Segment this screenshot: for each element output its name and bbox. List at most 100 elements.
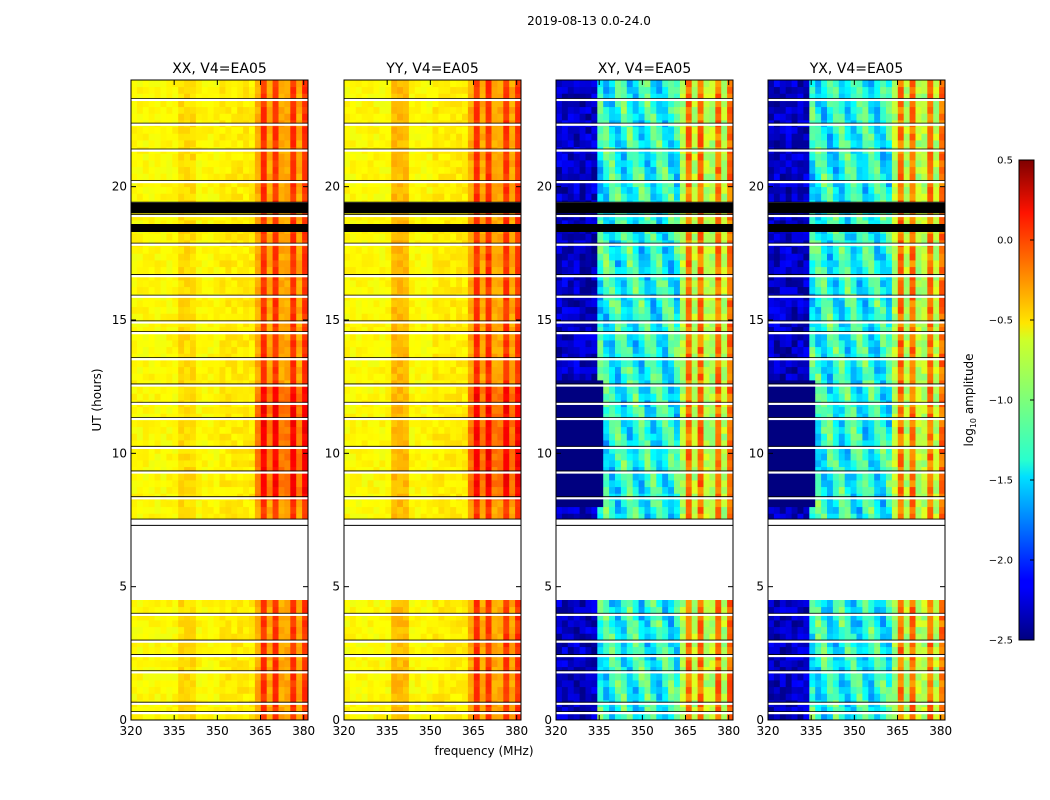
heatmap-cell — [290, 340, 297, 348]
heatmap-cell — [302, 660, 309, 668]
heatmap-cell — [254, 680, 262, 688]
heatmap-cell — [349, 160, 357, 168]
heatmap-cell — [408, 426, 416, 434]
heatmap-cell — [195, 500, 203, 508]
heatmap-cell — [414, 666, 422, 674]
heatmap-cell — [131, 253, 138, 261]
heatmap-cell — [467, 313, 475, 321]
heatmap-cell — [290, 513, 297, 521]
heatmap-cell — [467, 480, 475, 488]
heatmap-cell — [207, 153, 214, 161]
heatmap-cell — [497, 186, 504, 194]
heatmap-cell — [296, 113, 303, 121]
heatmap-cell — [473, 193, 481, 201]
heatmap-cell — [462, 660, 469, 668]
heatmap-cell — [219, 693, 226, 701]
heatmap-cell — [444, 673, 451, 681]
heatmap-cell — [243, 86, 250, 94]
heatmap-cell — [344, 413, 351, 421]
heatmap-cell — [142, 286, 150, 294]
heatmap-cell — [178, 686, 185, 694]
heatmap-cell — [243, 186, 250, 194]
heatmap-cell — [154, 686, 161, 694]
heatmap-cell — [166, 333, 173, 341]
heatmap-cell — [195, 160, 203, 168]
heatmap-cell — [225, 486, 232, 494]
heatmap-cell — [367, 193, 374, 201]
heatmap-cell — [260, 373, 268, 381]
heatmap-cell — [379, 173, 386, 181]
heatmap-cell — [473, 513, 481, 521]
heatmap-cell — [503, 640, 510, 648]
heatmap-cell — [355, 460, 363, 468]
heatmap-cell — [172, 80, 179, 88]
heatmap-cell — [254, 413, 262, 421]
heatmap-cell — [503, 126, 510, 134]
heatmap-cell — [450, 640, 457, 648]
heatmap-cell — [485, 513, 492, 521]
heatmap-cell — [284, 246, 291, 254]
heatmap-cell — [456, 340, 463, 348]
heatmap-cell — [237, 120, 244, 128]
heatmap-cell — [450, 326, 457, 334]
heatmap-cell — [408, 326, 416, 334]
heatmap-cell — [485, 633, 492, 641]
heatmap-cell — [178, 613, 185, 621]
heatmap-cell — [266, 440, 273, 448]
heatmap-cell — [154, 133, 161, 141]
heatmap-cell — [160, 606, 167, 614]
heatmap-cell — [249, 86, 256, 94]
heatmap-cell — [426, 140, 433, 148]
heatmap-cell — [408, 266, 416, 274]
heatmap-cell — [456, 180, 463, 188]
heatmap-cell — [272, 466, 279, 474]
heatmap-cell — [225, 93, 232, 101]
heatmap-cell — [131, 133, 138, 141]
heatmap-cell — [213, 513, 220, 521]
heatmap-cell — [184, 633, 191, 641]
heatmap-cell — [467, 426, 475, 434]
heatmap-cell — [207, 353, 214, 361]
heatmap-cell — [473, 473, 481, 481]
heatmap-cell — [438, 360, 445, 368]
heatmap-cell — [290, 193, 297, 201]
heatmap-cell — [148, 333, 155, 341]
heatmap-cell — [249, 326, 256, 334]
heatmap-cell — [515, 680, 522, 688]
heatmap-cell — [254, 126, 262, 134]
heatmap-cell — [296, 460, 303, 468]
heatmap-cell — [503, 613, 510, 621]
heatmap-cell — [184, 393, 191, 401]
heatmap-cell — [403, 180, 410, 188]
heatmap-cell — [266, 260, 273, 268]
heatmap-cell — [249, 120, 256, 128]
heatmap-cell — [160, 480, 167, 488]
heatmap-cell — [254, 640, 262, 648]
heatmap-cell — [154, 433, 161, 441]
heatmap-cell — [432, 340, 439, 348]
heatmap-cell — [391, 453, 398, 461]
heatmap-cell — [349, 606, 357, 614]
heatmap-cell — [379, 280, 386, 288]
heatmap-cell — [254, 473, 262, 481]
heatmap-cell — [438, 426, 445, 434]
heatmap-cell — [491, 193, 498, 201]
heatmap-cell — [432, 460, 439, 468]
heatmap-cell — [367, 686, 374, 694]
heatmap-cell — [142, 333, 150, 341]
heatmap-cell — [243, 180, 250, 188]
heatmap-cell — [515, 173, 522, 181]
heatmap-cell — [515, 600, 522, 608]
heatmap-cell — [497, 433, 504, 441]
heatmap-cell — [414, 513, 422, 521]
heatmap-cell — [296, 106, 303, 114]
heatmap-cell — [296, 300, 303, 308]
heatmap-cell — [213, 626, 220, 634]
heatmap-cell — [184, 300, 191, 308]
heatmap-cell — [485, 626, 492, 634]
heatmap-cell — [491, 120, 498, 128]
heatmap-cell — [131, 606, 138, 614]
heatmap-cell — [403, 140, 410, 148]
heatmap-cell — [497, 613, 504, 621]
heatmap-cell — [450, 253, 457, 261]
